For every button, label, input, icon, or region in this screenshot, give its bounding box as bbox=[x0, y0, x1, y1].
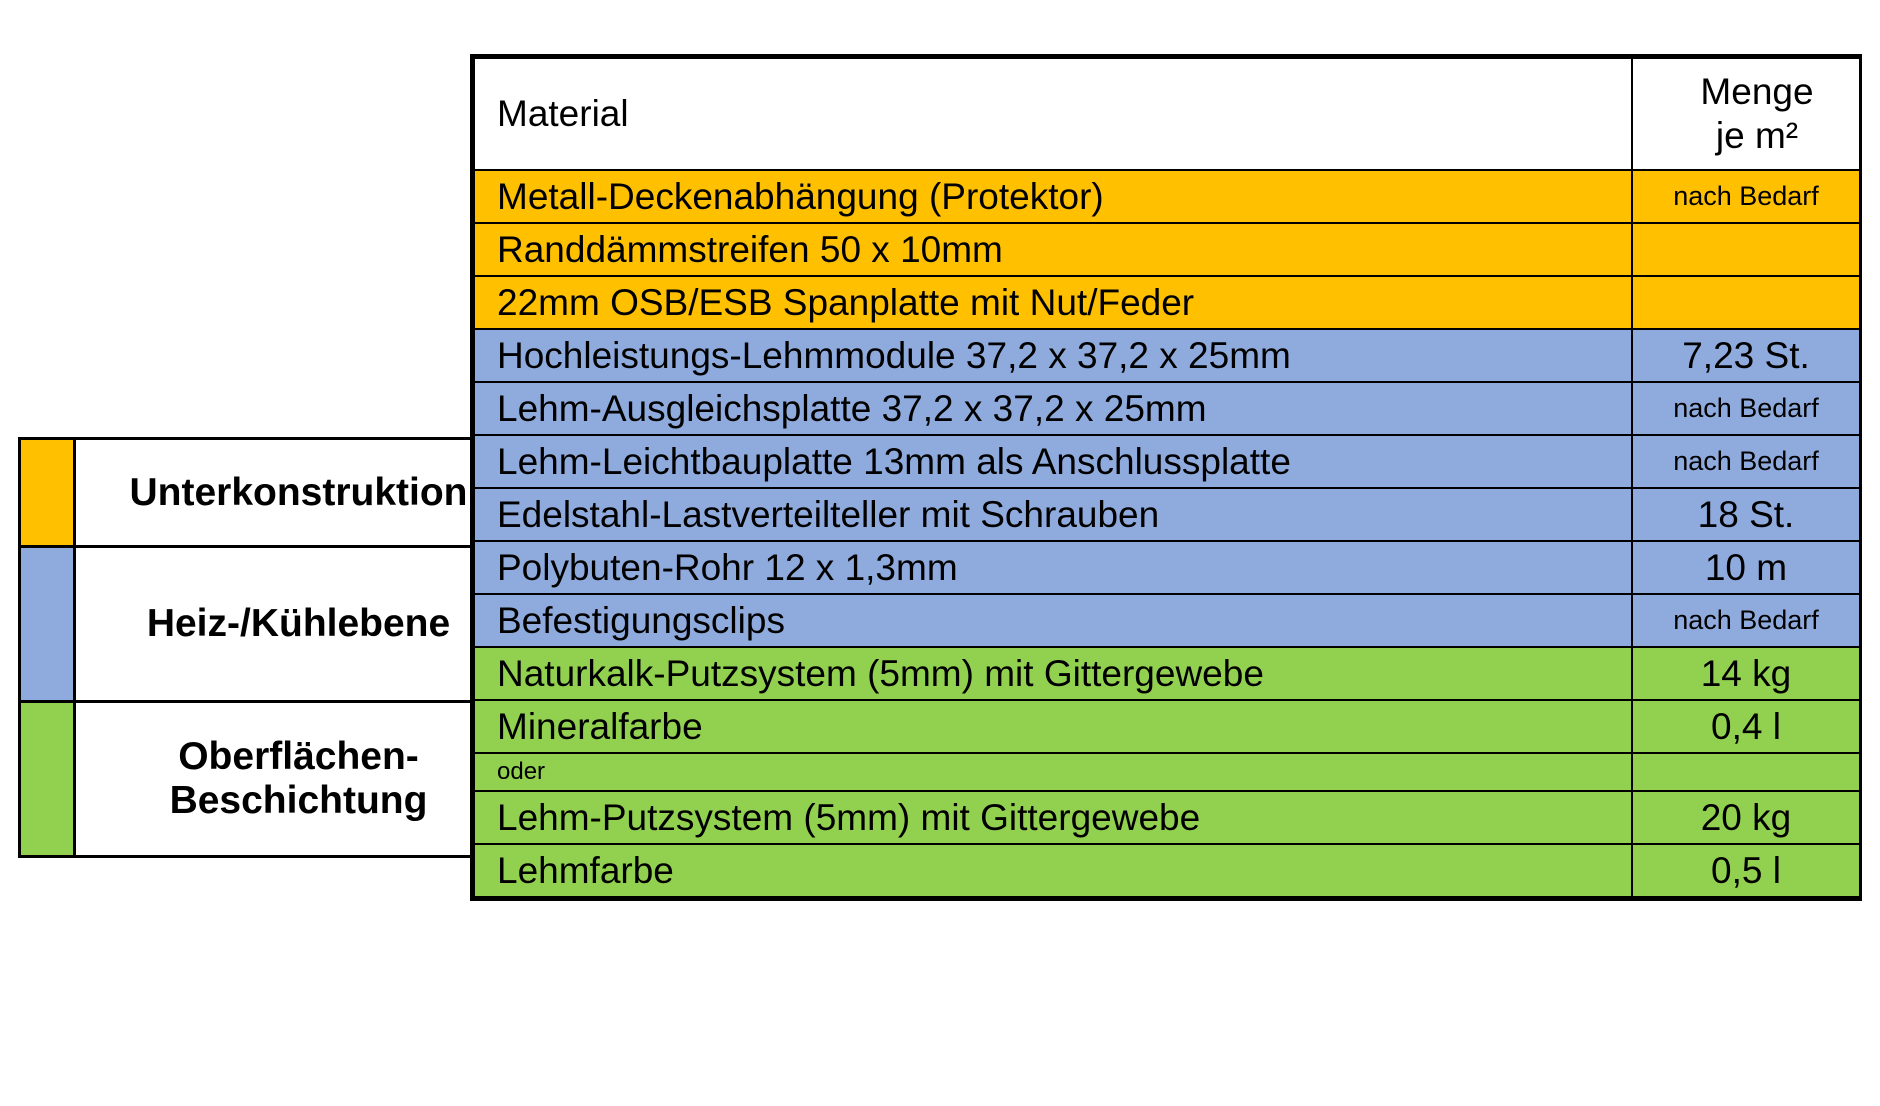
legend-label-oberflaechen-beschichtung: Oberflächen- Beschichtung bbox=[76, 703, 521, 855]
quantity-cell: nach Bedarf bbox=[1631, 381, 1861, 436]
quantity-cell: 18 St. bbox=[1631, 487, 1861, 542]
material-cell: Lehmfarbe bbox=[473, 843, 1633, 898]
table-row: Naturkalk-Putzsystem (5mm) mit Gittergew… bbox=[473, 646, 1861, 701]
material-cell: Hochleistungs-Lehmmodule 37,2 x 37,2 x 2… bbox=[473, 328, 1633, 383]
orange-swatch bbox=[21, 440, 76, 545]
quantity-cell: nach Bedarf bbox=[1631, 434, 1861, 489]
legend-item-unterkonstruktion: Unterkonstruktion bbox=[21, 440, 521, 548]
table-row: Lehm-Putzsystem (5mm) mit Gittergewebe 20… bbox=[473, 790, 1861, 845]
table-row: Randdämmstreifen 50 x 10mm bbox=[473, 222, 1861, 277]
table-row: Mineralfarbe 0,4 l bbox=[473, 699, 1861, 754]
table-row: Befestigungsclips nach Bedarf bbox=[473, 593, 1861, 648]
legend-label-line-1: Oberflächen- bbox=[178, 735, 419, 779]
table-row: Lehm-Ausgleichsplatte 37,2 x 37,2 x 25mm… bbox=[473, 381, 1861, 436]
material-cell: Edelstahl-Lastverteilteller mit Schraube… bbox=[473, 487, 1633, 542]
table-row: Lehm-Leichtbauplatte 13mm als Anschlussp… bbox=[473, 434, 1861, 489]
table-row: oder bbox=[473, 752, 1861, 792]
material-table: Material Menge je m² Metall-Deckenabhäng… bbox=[470, 54, 1862, 901]
material-cell: Lehm-Leichtbauplatte 13mm als Anschlussp… bbox=[473, 434, 1633, 489]
quantity-cell bbox=[1631, 752, 1861, 792]
quantity-cell: 14 kg bbox=[1631, 646, 1861, 701]
quantity-cell: nach Bedarf bbox=[1631, 169, 1861, 224]
quantity-cell: 20 kg bbox=[1631, 790, 1861, 845]
material-cell: Lehm-Ausgleichsplatte 37,2 x 37,2 x 25mm bbox=[473, 381, 1633, 436]
legend-label-unterkonstruktion: Unterkonstruktion bbox=[129, 470, 468, 514]
legend-item-oberflaechen-beschichtung: Oberflächen- Beschichtung bbox=[21, 703, 521, 855]
blue-swatch bbox=[21, 548, 76, 700]
quantity-cell: 0,5 l bbox=[1631, 843, 1861, 898]
material-cell: Befestigungsclips bbox=[473, 593, 1633, 648]
quantity-cell: 10 m bbox=[1631, 540, 1861, 595]
quantity-cell bbox=[1631, 222, 1861, 277]
legend-item-heiz-kuehlebene: Heiz-/Kühlebene bbox=[21, 548, 521, 703]
material-cell: Randdämmstreifen 50 x 10mm bbox=[473, 222, 1633, 277]
table-row: Polybuten-Rohr 12 x 1,3mm 10 m bbox=[473, 540, 1861, 595]
table-row: 22mm OSB/ESB Spanplatte mit Nut/Feder bbox=[473, 275, 1861, 330]
table-row: Hochleistungs-Lehmmodule 37,2 x 37,2 x 2… bbox=[473, 328, 1861, 383]
table-row: Edelstahl-Lastverteilteller mit Schraube… bbox=[473, 487, 1861, 542]
material-cell: Naturkalk-Putzsystem (5mm) mit Gittergew… bbox=[473, 646, 1633, 701]
column-header-quantity: Menge je m² bbox=[1631, 57, 1861, 171]
column-header-quantity-line-1: Menge bbox=[1700, 71, 1814, 113]
material-cell: Metall-Deckenabhängung (Protektor) bbox=[473, 169, 1633, 224]
legend-label-heiz-kuehlebene: Heiz-/Kühlebene bbox=[146, 602, 451, 646]
table-row: Metall-Deckenabhängung (Protektor) nach B… bbox=[473, 169, 1861, 224]
column-header-material: Material bbox=[473, 57, 1633, 171]
material-cell: oder bbox=[473, 752, 1633, 792]
quantity-cell: 0,4 l bbox=[1631, 699, 1861, 754]
green-swatch bbox=[21, 703, 76, 855]
quantity-cell: nach Bedarf bbox=[1631, 593, 1861, 648]
quantity-cell: 7,23 St. bbox=[1631, 328, 1861, 383]
quantity-cell bbox=[1631, 275, 1861, 330]
material-cell: Lehm-Putzsystem (5mm) mit Gittergewebe bbox=[473, 790, 1633, 845]
legend-box: Unterkonstruktion Heiz-/Kühlebene Oberfl… bbox=[18, 437, 524, 858]
table-header-row: Material Menge je m² bbox=[473, 57, 1861, 171]
material-cell: 22mm OSB/ESB Spanplatte mit Nut/Feder bbox=[473, 275, 1633, 330]
material-cell: Polybuten-Rohr 12 x 1,3mm bbox=[473, 540, 1633, 595]
material-cell: Mineralfarbe bbox=[473, 699, 1633, 754]
legend-label-line-2: Beschichtung bbox=[169, 779, 428, 822]
column-header-quantity-line-2: je m² bbox=[1715, 115, 1799, 156]
table-row: Lehmfarbe 0,5 l bbox=[473, 843, 1861, 898]
